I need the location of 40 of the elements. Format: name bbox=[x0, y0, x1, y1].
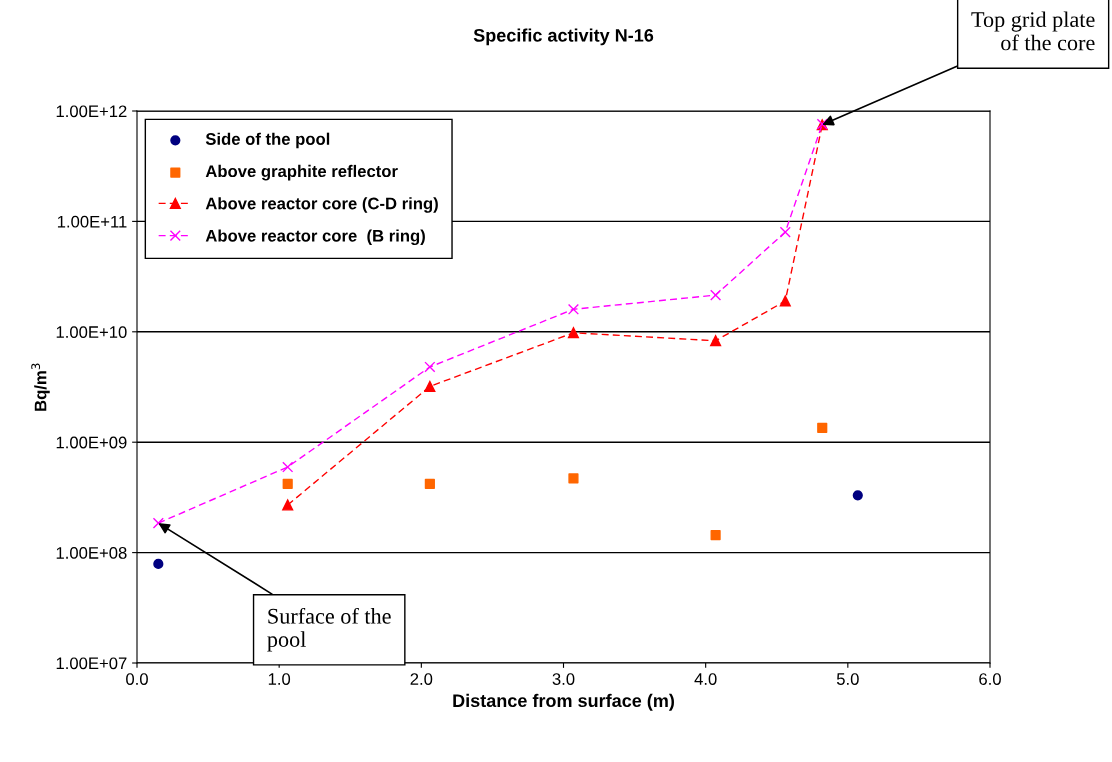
y-tick-label: 1.00E+09 bbox=[56, 436, 127, 449]
point bbox=[710, 335, 722, 347]
point bbox=[779, 226, 791, 238]
x-tick-label: 6.0 bbox=[979, 673, 1001, 685]
point bbox=[817, 422, 828, 433]
y-tick-label: 1.00E+07 bbox=[56, 657, 127, 670]
legend-label: Above reactor core (C-D ring) bbox=[205, 197, 438, 213]
y-tick-label: 1.00E+10 bbox=[56, 326, 127, 338]
x-tick-label: 3.0 bbox=[552, 673, 575, 685]
y-axis-title: Bq/m$^{3}$ bbox=[31, 363, 50, 411]
x-tick-label: 0.0 bbox=[126, 673, 148, 685]
legend-label: Side of the pool bbox=[205, 132, 330, 149]
point bbox=[710, 289, 722, 301]
x-tick-label: 1.0 bbox=[268, 673, 291, 685]
point bbox=[282, 478, 293, 489]
annotation: Surface of the pool bbox=[267, 607, 391, 652]
point bbox=[424, 361, 436, 373]
x-tick-label: 5.0 bbox=[836, 673, 859, 685]
x-axis-title: Distance from surface (m) bbox=[453, 693, 674, 711]
chart-title: Specific activity N-16 bbox=[473, 28, 654, 46]
point bbox=[424, 478, 435, 489]
point bbox=[568, 473, 579, 484]
y-tick-label: 1.00E+08 bbox=[56, 547, 127, 559]
point bbox=[852, 490, 863, 501]
point bbox=[710, 530, 721, 541]
point bbox=[153, 558, 164, 569]
y-tick-label: 1.00E+11 bbox=[57, 215, 127, 228]
annotation: Top grid plate of the core bbox=[971, 11, 1095, 51]
point bbox=[567, 303, 580, 315]
point bbox=[282, 461, 294, 473]
y-tick-label: 1.00E+12 bbox=[56, 105, 127, 118]
legend-label: Above graphite reflector bbox=[205, 164, 398, 181]
x-tick-label: 2.0 bbox=[410, 673, 433, 685]
point bbox=[567, 327, 580, 339]
legend-label: Above reactor core (B ring) bbox=[205, 229, 425, 246]
point bbox=[282, 499, 294, 511]
point bbox=[152, 517, 164, 529]
point bbox=[424, 380, 436, 392]
x-tick-label: 4.0 bbox=[694, 673, 717, 685]
point bbox=[779, 295, 791, 307]
